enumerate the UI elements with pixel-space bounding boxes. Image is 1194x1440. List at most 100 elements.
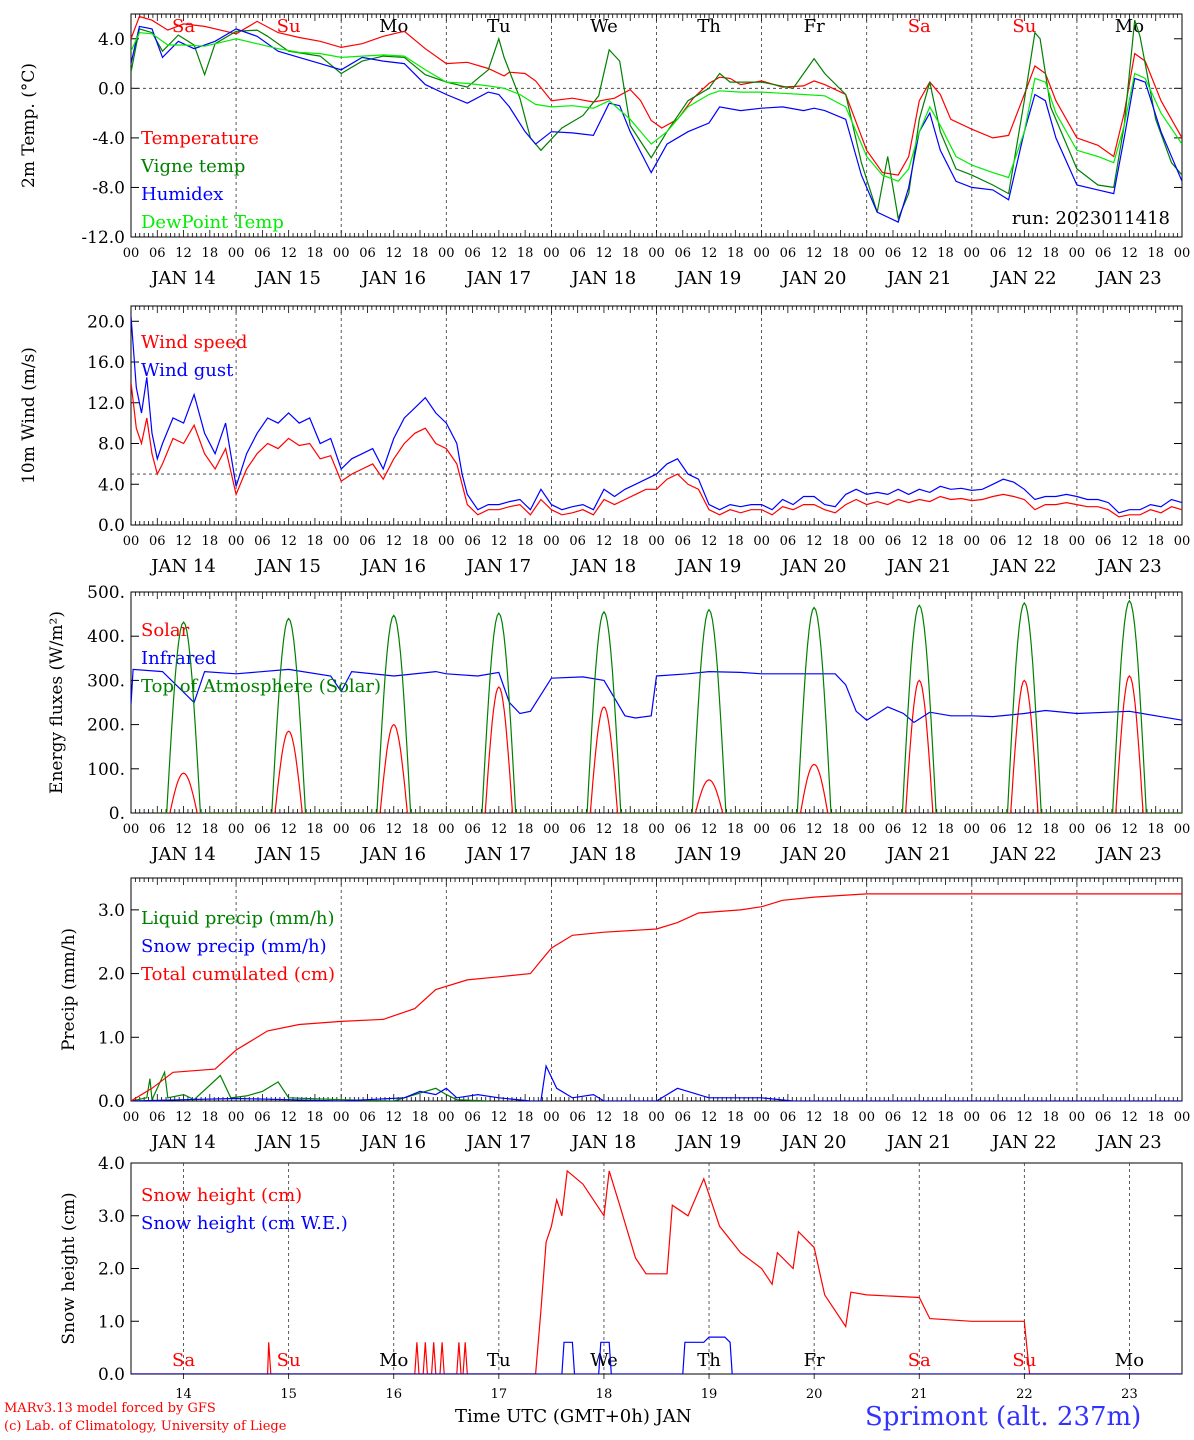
hour-tick-label: 18 [727,534,744,549]
x-axis-label: Time UTC (GMT+0h) JAN [455,1406,692,1427]
hour-tick-label: 18 [307,246,324,261]
hour-tick-label: 12 [385,1110,402,1125]
hour-tick-label: 12 [596,1110,613,1125]
series-line [157,675,1182,813]
hour-tick-label: 00 [753,534,770,549]
weekday-label: Su [1012,1350,1036,1371]
hour-tick-label: 12 [596,534,613,549]
date-label: JAN 19 [675,556,742,577]
hour-tick-label: 18 [1147,534,1164,549]
series-line [131,893,1182,1101]
hour-tick-label: 18 [517,246,534,261]
hour-tick-label: 12 [280,1110,297,1125]
hour-tick-label: 12 [1016,1110,1033,1125]
hour-tick-label: 18 [517,534,534,549]
series-line [131,1070,489,1101]
hour-tick-label: 00 [123,1110,140,1125]
date-label: JAN 21 [885,556,952,577]
hour-tick-label: 00 [228,534,245,549]
hour-tick-label: 06 [569,1110,586,1125]
hour-tick-label: 06 [149,822,166,837]
legend-entry: Solar [141,620,190,641]
hour-tick-label: 18 [937,822,954,837]
hour-tick-label: 06 [359,1110,376,1125]
hour-tick-label: 00 [964,1110,981,1125]
date-label: JAN 17 [465,844,532,865]
date-label: JAN 14 [149,556,216,577]
panel-3: 0. 100. 200. 300. 400. 500. Energy fluxes (W/m… [47,583,1190,865]
y-tick-label: 1.0 [98,1028,125,1048]
day-number-label: 18 [596,1387,613,1402]
hour-tick-label: 00 [1069,822,1086,837]
date-label: JAN 17 [465,556,532,577]
date-label: JAN 20 [780,556,847,577]
y-tick-label: 3.0 [98,901,125,921]
legend-entry: Wind gust [141,360,234,381]
date-label: JAN 15 [254,1132,321,1153]
weekday-label: Mo [379,1350,408,1371]
weekday-label: Sa [172,16,195,37]
hour-tick-label: 12 [385,246,402,261]
panel-2: 0.0 4.0 8.0 12.0 16.0 20.0 10m Wind (m/s) 00 06 1… [19,305,1190,577]
run-annotation: run: 2023011418 [1012,208,1170,229]
y-axis-label: 10m Wind (m/s) [19,347,39,484]
legend-entry: Vigne temp [140,156,245,177]
y-axis-label: Precip (mm/h) [59,928,79,1051]
hour-tick-label: 06 [149,1110,166,1125]
date-label: JAN 18 [570,268,637,289]
hour-tick-label: 18 [202,246,219,261]
hour-tick-label: 00 [753,1110,770,1125]
hour-tick-label: 00 [228,246,245,261]
legend-entry: Top of Atmosphere (Solar) [141,676,381,697]
hour-tick-label: 12 [385,534,402,549]
hour-tick-label: 18 [1042,1110,1059,1125]
hour-tick-label: 00 [1174,822,1191,837]
date-label: JAN 16 [359,844,426,865]
hour-tick-label: 00 [123,246,140,261]
date-label: JAN 23 [1095,268,1162,289]
hour-tick-label: 06 [149,534,166,549]
hour-tick-label: 00 [438,534,455,549]
series-line [131,1169,1182,1374]
y-tick-label: -12.0 [81,228,125,248]
y-tick-label: 2.0 [98,965,125,985]
hour-tick-label: 00 [123,822,140,837]
hour-tick-label: 06 [254,822,271,837]
day-number-label: 14 [175,1387,192,1402]
model-credit: MARv3.13 model forced by GFS [4,1401,216,1416]
hour-tick-label: 00 [858,822,875,837]
legend-entry: Snow precip (mm/h) [141,936,327,957]
hour-tick-label: 06 [569,534,586,549]
hour-tick-label: 12 [1121,246,1138,261]
hour-tick-label: 12 [1121,1110,1138,1125]
date-label: JAN 22 [990,268,1057,289]
weekday-label: Mo [1115,1350,1144,1371]
hour-tick-label: 00 [964,246,981,261]
hour-tick-label: 12 [911,822,928,837]
hour-tick-label: 00 [1174,246,1191,261]
hour-tick-label: 06 [990,246,1007,261]
hour-tick-label: 00 [543,246,560,261]
y-tick-label: 100. [87,760,125,780]
hour-tick-label: 18 [412,1110,429,1125]
hour-tick-label: 12 [280,822,297,837]
lab-credit: (c) Lab. of Climatology, University of L… [4,1419,287,1434]
hour-tick-label: 00 [1174,1110,1191,1125]
date-label: JAN 17 [465,1132,532,1153]
hour-tick-label: 18 [307,822,324,837]
hour-tick-label: 06 [464,822,481,837]
hour-tick-label: 12 [491,246,508,261]
date-label: JAN 20 [780,844,847,865]
y-axis-label: Snow height (cm) [59,1192,79,1344]
y-tick-label: 0.0 [98,1092,125,1112]
series-line [131,382,1182,518]
hour-tick-label: 06 [780,246,797,261]
y-tick-label: 300. [87,671,125,691]
hour-tick-label: 06 [675,1110,692,1125]
weekday-label: Fr [804,16,825,37]
hour-tick-label: 00 [753,246,770,261]
day-number-label: 15 [280,1387,297,1402]
date-label: JAN 22 [990,556,1057,577]
y-tick-label: 500. [87,583,125,603]
hour-tick-label: 12 [1121,822,1138,837]
